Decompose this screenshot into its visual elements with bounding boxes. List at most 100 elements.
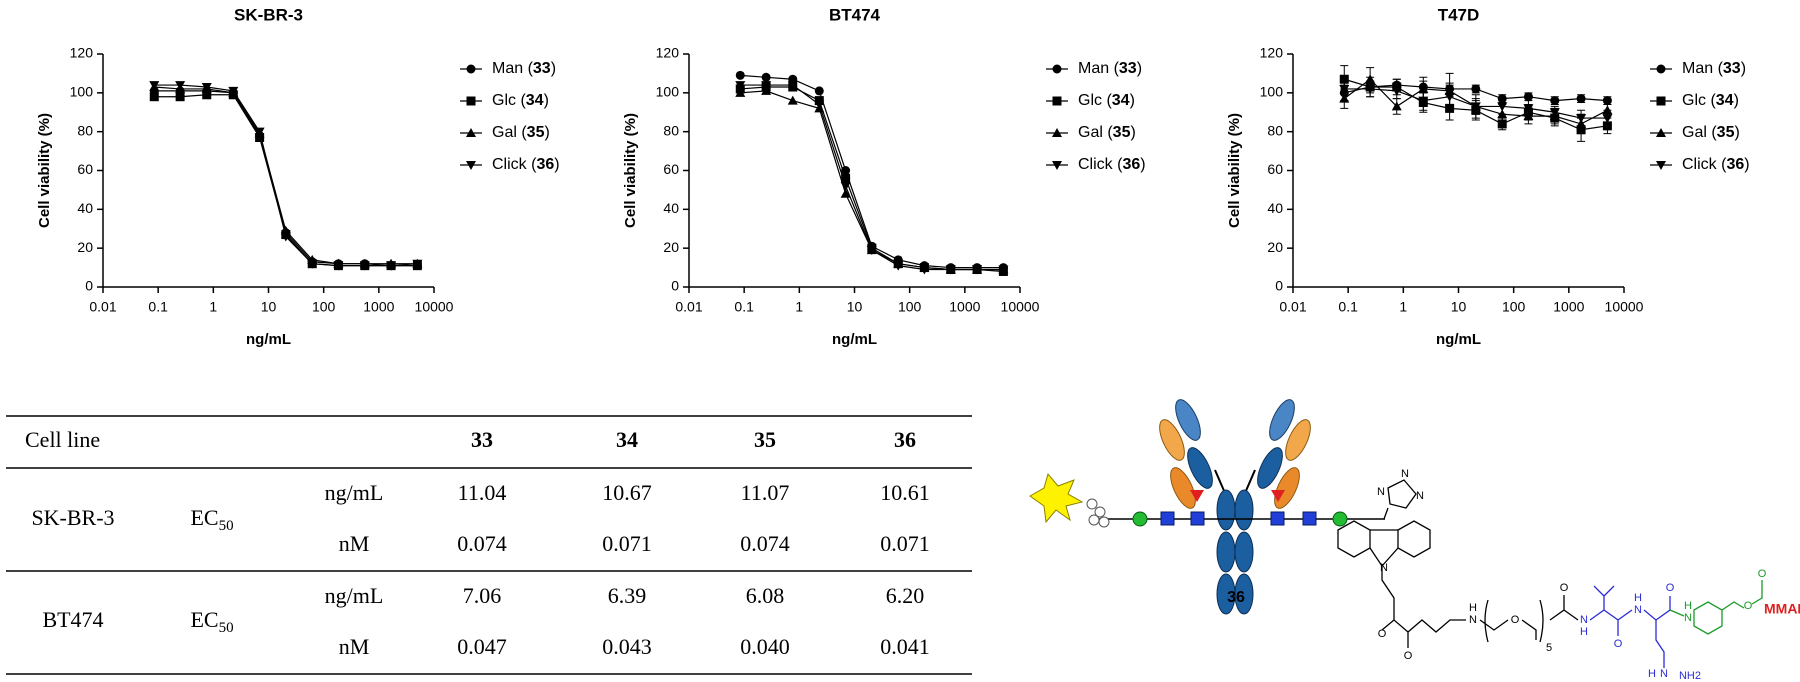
- table-cell: 0.047: [457, 634, 507, 659]
- glcnac: [1160, 511, 1317, 526]
- y-tick-label: 40: [1267, 200, 1283, 216]
- sugar-ring: [1086, 498, 1110, 528]
- chart-title: SK-BR-3: [234, 5, 303, 24]
- legend-marker: [466, 128, 476, 137]
- y-tick-label: 20: [1267, 239, 1283, 255]
- y-axis-label: Cell viability (%): [1226, 113, 1243, 228]
- legend-label: Glc (34): [1078, 92, 1135, 109]
- light-chain: [1285, 419, 1311, 461]
- peg-repeat: 5: [1546, 642, 1552, 654]
- marker: [175, 81, 186, 91]
- table-cell: 0.041: [880, 634, 930, 659]
- y-tick-label: 0: [85, 278, 93, 294]
- marker: [840, 182, 851, 192]
- x-tick-label: 1000: [1553, 299, 1584, 315]
- marker: [1444, 92, 1455, 102]
- marker: [998, 265, 1009, 275]
- legend-label: Click (36): [492, 156, 560, 173]
- x-tick-label: 100: [312, 299, 336, 315]
- payload-label: MMAE: [1764, 601, 1800, 617]
- y-tick-label: 80: [663, 122, 679, 138]
- marker: [307, 259, 318, 269]
- x-tick-label: 1000: [949, 299, 980, 315]
- y-tick-label: 40: [77, 200, 93, 216]
- legend-label: Gal (35): [1078, 124, 1136, 141]
- marker: [735, 70, 745, 80]
- atom-label: O: [1614, 638, 1623, 650]
- structure-black: [1337, 479, 1579, 648]
- marker: [359, 261, 370, 271]
- table-header: Cell line: [25, 427, 100, 452]
- structure-valcit: [1589, 585, 1671, 668]
- atom-label: H: [1634, 592, 1642, 604]
- atom-label: O: [1744, 600, 1753, 612]
- legend-marker: [1052, 64, 1062, 74]
- marker: [1497, 102, 1508, 112]
- table-cell: 0.071: [880, 531, 930, 556]
- legend-marker: [466, 64, 476, 74]
- chart: T47D 0 20 40 60 80 100 120 0.01 0.1 1 10 100 1000 1000…: [1226, 5, 1750, 347]
- table-cell: 0.074: [457, 531, 507, 556]
- table-cell: 0.040: [740, 634, 790, 659]
- y-tick-label: 80: [1267, 122, 1283, 138]
- heavy-chain: [1187, 447, 1213, 489]
- y-tick-label: 120: [1260, 45, 1284, 61]
- marker: [761, 81, 772, 91]
- light-chain: [1274, 467, 1300, 509]
- legend-marker: [1052, 161, 1062, 170]
- chart-title: BT474: [829, 5, 881, 24]
- cell-line: BT474: [42, 607, 103, 632]
- marker: [175, 92, 185, 102]
- mannose: [1132, 511, 1148, 527]
- marker: [945, 265, 956, 275]
- marker: [787, 95, 798, 105]
- marker: [1602, 96, 1612, 106]
- y-axis-label: Cell viability (%): [622, 113, 639, 228]
- marker: [1471, 84, 1481, 94]
- y-tick-label: 20: [663, 239, 679, 255]
- chart: BT474 0 20 40 60 80 100 120 0.01 0.1 1 10 100 1000 100…: [622, 5, 1146, 347]
- atom-label: NH2: [1679, 670, 1701, 682]
- marker: [841, 173, 851, 183]
- marker: [412, 259, 423, 269]
- metric: EC50: [190, 607, 233, 636]
- atom-label: N: [1660, 668, 1668, 680]
- light-chain: [1269, 399, 1295, 441]
- marker: [149, 81, 160, 91]
- atom-label: N: [1401, 468, 1409, 480]
- mannose: [1332, 511, 1348, 527]
- marker: [386, 261, 397, 271]
- y-tick-label: 120: [70, 45, 94, 61]
- y-tick-label: 60: [663, 161, 679, 177]
- marker: [1549, 108, 1560, 118]
- y-tick-label: 0: [671, 278, 679, 294]
- atom-label: O: [1511, 614, 1520, 626]
- marker: [866, 246, 877, 256]
- x-tick-label: 10: [1451, 299, 1467, 315]
- chart-title: T47D: [1438, 5, 1480, 24]
- marker: [1523, 104, 1534, 114]
- x-tick-label: 0.1: [1338, 299, 1358, 315]
- legend-marker: [1656, 64, 1666, 74]
- table-header: 36: [894, 427, 916, 452]
- unit: ng/mL: [325, 480, 384, 505]
- atom-label: N: [1416, 490, 1424, 502]
- metric: EC50: [190, 505, 233, 534]
- x-tick-label: 1: [1399, 299, 1407, 315]
- legend-marker: [466, 96, 476, 106]
- marker: [735, 87, 746, 97]
- marker: [254, 127, 265, 137]
- marker: [280, 225, 291, 235]
- legend-label: Glc (34): [1682, 92, 1739, 109]
- atom-label: H: [1684, 600, 1692, 612]
- x-tick-label: 100: [1502, 299, 1526, 315]
- atom-label: O: [1758, 568, 1767, 580]
- light-chain: [1159, 419, 1185, 461]
- x-tick-label: 1: [209, 299, 217, 315]
- fluorophore: [1029, 472, 1084, 524]
- x-tick-label: 10: [261, 299, 277, 315]
- chart: SK-BR-3 0 20 40 60 80 100 120 0.01 0.1 1 10 100 1000 1…: [36, 5, 560, 347]
- legend-marker: [1656, 128, 1666, 137]
- marker: [1391, 86, 1402, 96]
- atom-label: N: [1684, 612, 1692, 624]
